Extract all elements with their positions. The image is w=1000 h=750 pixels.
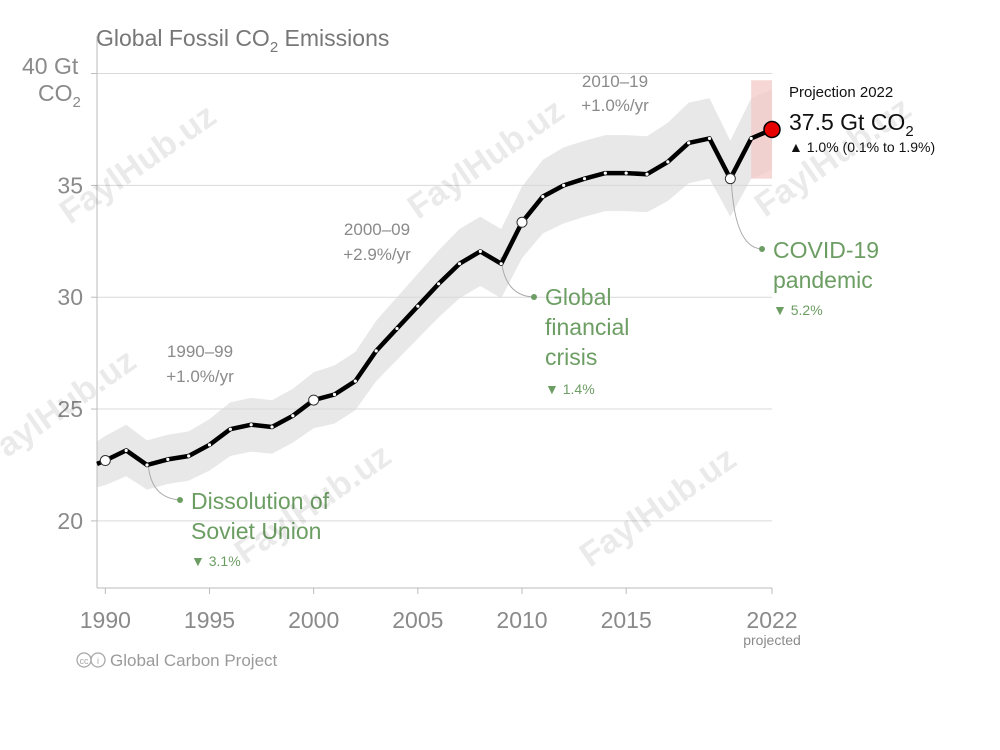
svg-text:cc: cc (80, 656, 90, 666)
y-tick-label-25: 25 (57, 396, 83, 422)
annotation-gfc-line3: crisis (545, 344, 597, 370)
year-point-1992 (145, 463, 149, 467)
year-point-2005 (416, 304, 420, 308)
x-tick-label-1990: 1990 (80, 607, 131, 633)
x-tick-label-2015: 2015 (601, 607, 652, 633)
year-point-2003 (374, 349, 378, 353)
annotation-gfc-line1: Global (545, 284, 611, 310)
year-point-1994 (187, 454, 191, 458)
watermark-6: FaylHub.uz (573, 439, 743, 574)
projection-value: 37.5 Gt CO2 (789, 109, 914, 140)
year-point-1995 (207, 443, 212, 447)
projection-point-2022 (763, 120, 781, 139)
annotation-covid-change: ▼ 5.2% (773, 302, 823, 318)
credit-text: Global Carbon Project (110, 651, 278, 670)
projection-range (751, 80, 772, 179)
emissions-line (96, 127, 773, 468)
chart-title: Global Fossil CO2 Emissions (96, 25, 389, 56)
highlight-point-1990 (99, 455, 111, 467)
watermark-1: FaylHub.uz (53, 96, 223, 231)
y-tick-labels: 20 25 30 35 (57, 172, 83, 534)
year-point-2012 (562, 183, 566, 187)
year-point-2004 (395, 326, 399, 331)
annotation-soviet-line1: Dissolution of (191, 488, 330, 514)
annotation-2010s-rate: +1.0%/yr (581, 96, 649, 115)
x-tick-label-2000: 2000 (288, 607, 339, 633)
annotation-gfc-change: ▼ 1.4% (545, 381, 595, 397)
y-tick-label-35: 35 (57, 172, 83, 198)
year-point-2011 (541, 194, 545, 199)
svg-text:i: i (97, 656, 99, 666)
year-point-2008 (478, 249, 482, 253)
soviet-leader-dot (177, 497, 183, 503)
y-axis-unit-line2: CO2 (38, 80, 81, 111)
axes (91, 36, 773, 594)
cc-license-icon: cc i (76, 652, 106, 668)
annotation-2000s-rate: +2.9%/yr (343, 245, 411, 264)
year-point-2002 (353, 379, 357, 383)
projection-change: ▲ 1.0% (0.1% to 1.9%) (789, 139, 935, 155)
year-point-2001 (332, 392, 337, 397)
series-layer (96, 120, 781, 468)
x-tick-label-2010: 2010 (496, 607, 547, 633)
covid-leader-dot (759, 246, 765, 252)
gridlines (97, 73, 772, 522)
annotation-soviet-change: ▼ 3.1% (191, 553, 241, 569)
x-tick-label-2005: 2005 (392, 607, 443, 633)
annotation-2010s-period: 2010–19 (582, 72, 648, 91)
year-point-1993 (166, 457, 170, 461)
year-point-2015 (624, 171, 628, 175)
year-point-2014 (603, 171, 607, 175)
year-point-1996 (228, 427, 232, 431)
annotation-covid-line2: pandemic (773, 267, 873, 293)
year-point-2016 (645, 172, 649, 176)
highlight-point-2020 (724, 173, 736, 185)
x-projected-label: projected (743, 632, 801, 648)
annotation-covid-line1: COVID-19 (773, 237, 879, 263)
highlight-point-2000 (308, 394, 320, 406)
annotation-1990s-period: 1990–99 (167, 342, 233, 361)
year-point-1997 (249, 423, 253, 427)
year-point-1999 (291, 414, 295, 418)
annotation-2000s-period: 2000–09 (344, 220, 410, 239)
y-axis-unit-line1: 40 Gt (22, 53, 79, 79)
annotation-gfc-line2: financial (545, 314, 629, 340)
covid-leader-line (730, 171, 763, 250)
year-point-1991 (124, 448, 128, 453)
x-tick-labels: 1990 1995 2000 2005 2010 2015 2022 (80, 607, 798, 633)
year-point-2021 (749, 136, 753, 141)
gfc-leader-dot (531, 294, 537, 300)
year-point-2018 (687, 141, 691, 145)
x-tick-label-1995: 1995 (184, 607, 235, 633)
x-tick-label-2022: 2022 (746, 607, 797, 633)
year-point-2019 (707, 136, 712, 141)
soviet-leader-line (147, 461, 181, 501)
annotation-1990s-rate: +1.0%/yr (166, 367, 234, 386)
year-point-2013 (582, 177, 587, 181)
year-point-2006 (437, 282, 441, 286)
annotation-soviet-line2: Soviet Union (191, 518, 321, 544)
year-point-2017 (666, 160, 670, 164)
year-point-2009 (499, 262, 503, 266)
projection-label: Projection 2022 (789, 84, 893, 101)
y-tick-label-30: 30 (57, 284, 83, 310)
year-point-2007 (457, 262, 462, 266)
highlight-point-2010 (516, 216, 528, 228)
y-tick-label-20: 20 (57, 508, 83, 534)
year-point-1998 (270, 425, 274, 429)
